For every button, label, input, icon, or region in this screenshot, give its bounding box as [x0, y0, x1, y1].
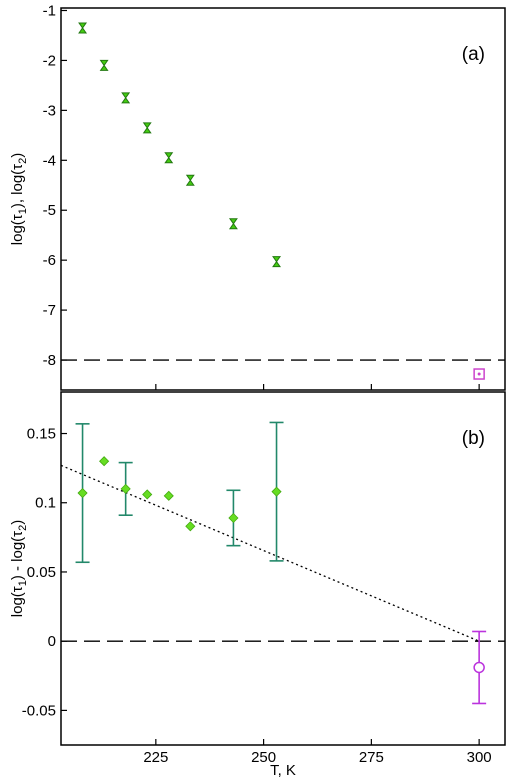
data-point — [77, 487, 88, 499]
data-point — [142, 122, 152, 134]
x-tick-label: 225 — [143, 749, 168, 766]
data-point — [78, 22, 88, 34]
data-point — [185, 521, 196, 532]
y-tick-label: 0.1 — [35, 495, 56, 512]
data-point — [120, 483, 131, 494]
trend-dotted-line — [60, 464, 480, 642]
y-tick-label: -5 — [43, 202, 56, 219]
y-axis-label-subscript: 1 — [17, 580, 29, 586]
y-axis-label-text: log(τ — [9, 586, 26, 617]
plot-frame — [60, 7, 506, 391]
y-axis-label: log(τ1) - log(τ2) — [9, 520, 29, 617]
y-tick-label: -1 — [43, 2, 56, 19]
data-point — [228, 218, 238, 230]
data-point — [228, 512, 239, 524]
y-tick-label: -6 — [43, 252, 56, 269]
data-point — [164, 152, 174, 164]
data-point — [473, 661, 485, 674]
y-tick-label: 0.05 — [27, 564, 56, 581]
y-axis-label-subscript: 1 — [17, 208, 29, 214]
x-tick-label: 300 — [467, 749, 492, 766]
data-point — [163, 490, 174, 501]
x-tick-label: 250 — [251, 749, 276, 766]
y-tick-label: 0 — [48, 633, 56, 650]
y-axis-label-text: log(τ — [9, 214, 26, 245]
y-axis-label-subscript: 2 — [17, 525, 29, 531]
y-axis-label-text: ) — [9, 520, 26, 525]
y-axis-label: log(τ1), log(τ2) — [9, 153, 29, 245]
plot-frame — [60, 391, 506, 746]
y-tick-label: -8 — [43, 352, 56, 369]
data-point — [271, 486, 282, 497]
y-tick-label: 0.15 — [27, 426, 56, 443]
data-point — [99, 59, 109, 71]
panel-b: 0.15 0.1 0.05 0 -0.05 225 250 275 300 (b) log(τ1) … — [9, 391, 506, 778]
data-point — [121, 92, 131, 104]
y-tick-label: -0.05 — [22, 702, 56, 719]
y-tick-label: -7 — [43, 302, 56, 319]
data-point — [185, 174, 195, 186]
data-point — [473, 368, 485, 380]
x-axis-label: T, K — [270, 762, 296, 778]
y-tick-label: -3 — [43, 102, 56, 119]
y-axis-label-text: ) — [9, 153, 26, 158]
panel-label: (a) — [462, 44, 485, 65]
data-point-center — [477, 372, 481, 376]
data-point — [142, 489, 153, 500]
y-axis-label-text: ) - log(τ — [9, 531, 26, 580]
data-point — [99, 456, 110, 467]
y-axis-label-text: ), log(τ — [9, 164, 26, 208]
y-axis-label-subscript: 2 — [17, 158, 29, 164]
panel-label: (b) — [462, 428, 485, 449]
data-point — [272, 256, 281, 268]
y-tick-label: -2 — [43, 52, 56, 69]
x-tick-label: 275 — [359, 749, 384, 766]
panel-a: -1 -2 -3 -4 -5 -6 -7 -8 (a) log(τ1), log(τ2) — [9, 2, 506, 391]
y-tick-label: -4 — [43, 152, 56, 169]
